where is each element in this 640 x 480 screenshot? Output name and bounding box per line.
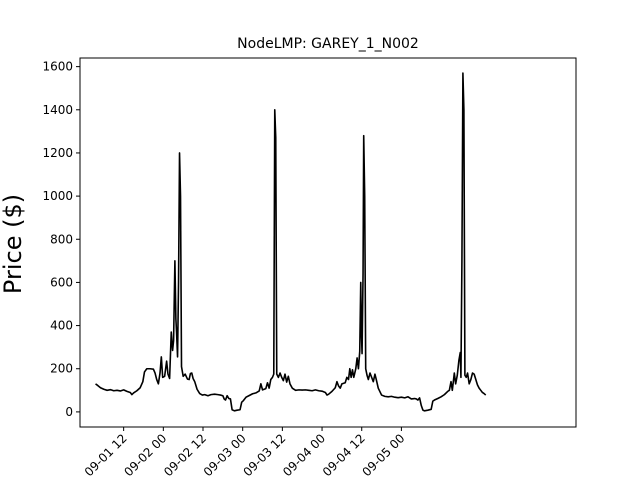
x-tick-label: 09-03 12 (240, 431, 288, 479)
x-tick-label: 09-04 12 (320, 431, 368, 479)
chart-title: NodeLMP: GAREY_1_N002 (237, 36, 419, 52)
x-tick-label: 09-01 12 (82, 431, 130, 479)
y-axis-label: Price ($) (0, 194, 27, 294)
y-axis: 0 200 400 600 800 1000 1200 1400 1600 (42, 60, 80, 419)
y-tick-label: 1600 (42, 60, 73, 74)
x-tick-label: 09-04 00 (280, 431, 328, 479)
y-tick-label: 600 (50, 275, 73, 289)
plot-frame (79, 57, 577, 428)
x-tick-label: 09-03 00 (201, 431, 249, 479)
plot-area (95, 72, 487, 412)
x-tick-label: 09-05 00 (359, 431, 407, 479)
y-tick-label: 1200 (42, 146, 73, 160)
y-tick-label: 400 (50, 319, 73, 333)
series-line (95, 72, 487, 412)
x-tick-label: 09-02 00 (121, 431, 169, 479)
y-tick-label: 200 (50, 362, 73, 376)
y-tick-label: 1400 (42, 103, 73, 117)
x-tick-label: 09-02 12 (161, 431, 209, 479)
y-tick-label: 800 (50, 232, 73, 246)
y-tick-label: 0 (65, 405, 73, 419)
y-tick-label: 1000 (42, 189, 73, 203)
